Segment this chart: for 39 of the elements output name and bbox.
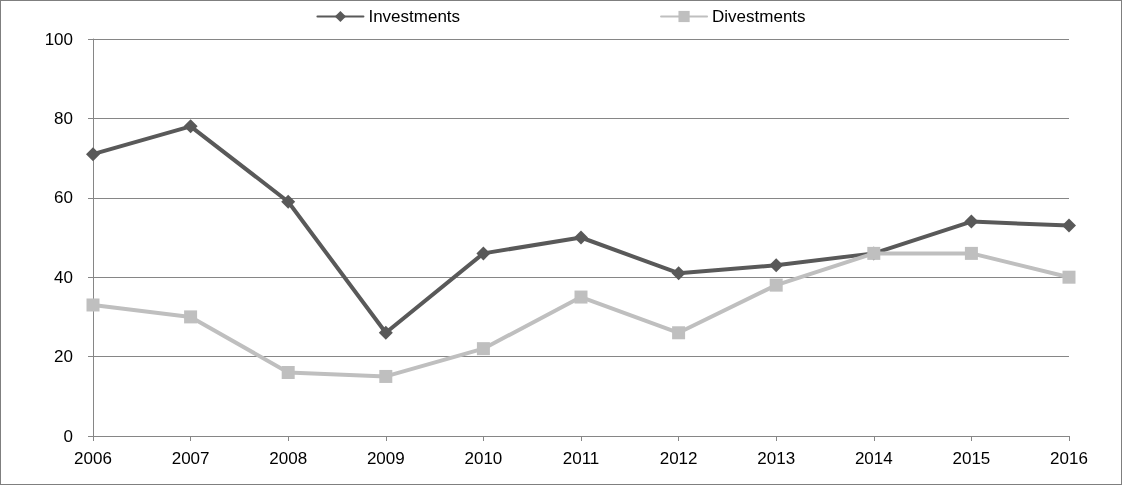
point: [476, 246, 491, 261]
point: [86, 147, 100, 162]
point: [574, 230, 588, 245]
y-tick-label: 60: [54, 188, 73, 208]
legend-label: Investments: [368, 7, 461, 26]
point: [379, 369, 393, 383]
x-tick-label: 2012: [659, 449, 698, 468]
point: [769, 258, 784, 273]
x-tick-label: 2014: [854, 449, 893, 468]
point: [769, 278, 783, 292]
x-tick-label: 2006: [74, 449, 112, 468]
point: [1062, 218, 1076, 233]
y-tick-label: 20: [54, 347, 73, 367]
point: [184, 310, 198, 324]
point: [1062, 270, 1076, 284]
point: [183, 119, 198, 134]
x-tick-label: 2008: [269, 449, 308, 468]
y-tick-label: 0: [63, 426, 73, 446]
y-tick-label: 100: [44, 29, 73, 49]
x-tick-label: 2016: [1050, 449, 1088, 468]
x-tick-label: 2009: [366, 449, 405, 468]
legend-label: Divestments: [712, 7, 806, 26]
y-tick-label: 80: [54, 108, 73, 128]
point: [281, 194, 296, 209]
point: [281, 365, 295, 379]
x-tick-label: 2007: [171, 449, 210, 468]
x-tick-label: 2011: [562, 449, 600, 468]
point: [574, 290, 588, 304]
x-tick-label: 2013: [757, 449, 796, 468]
point: [964, 214, 979, 229]
point: [671, 266, 686, 281]
point: [672, 326, 686, 340]
point: [476, 342, 490, 356]
x-tick-label: 2015: [952, 449, 991, 468]
y-tick-label: 40: [54, 267, 73, 287]
point: [86, 298, 100, 312]
point: [378, 325, 393, 340]
x-tick-label: 2010: [464, 449, 503, 468]
point: [964, 246, 978, 260]
